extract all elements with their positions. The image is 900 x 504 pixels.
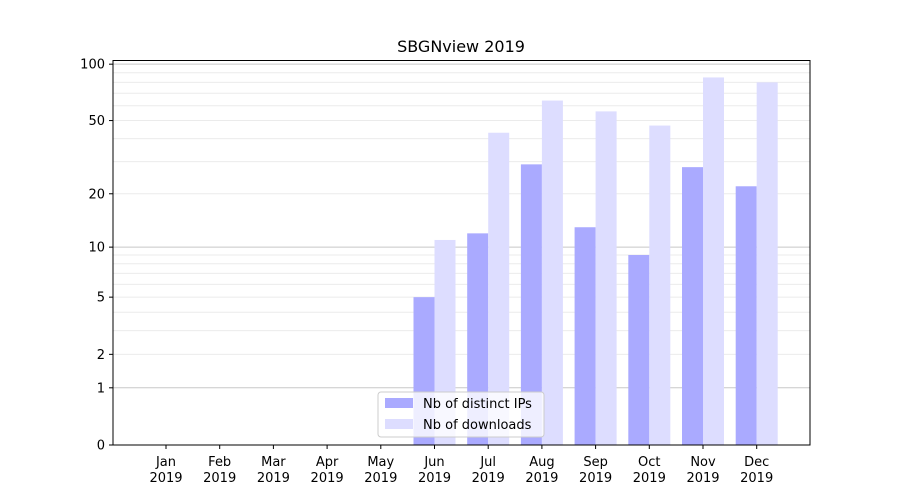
x-tick-label-line: Feb [208, 455, 231, 470]
x-tick-label: Oct 2019 [633, 455, 666, 486]
x-tick-label-line: 2019 [311, 471, 344, 486]
legend-box [377, 391, 545, 438]
y-tick-label: 0 [97, 439, 105, 454]
x-tick-label: May 2019 [364, 455, 397, 486]
x-tick-label-line: Dec [744, 455, 769, 470]
legend-swatch-downloads [385, 419, 413, 429]
x-tick-label-line: 2019 [418, 471, 451, 486]
x-tick-label-line: 2019 [472, 471, 505, 486]
y-axis: 0 1 2 5 10 20 50 100 [80, 58, 113, 454]
y-tick-label: 5 [97, 291, 105, 306]
x-tick-label-line: May [367, 455, 394, 470]
x-tick-label-line: Sep [583, 455, 608, 470]
bar-downloads [488, 132, 510, 445]
x-tick-label-line: 2019 [364, 471, 397, 486]
x-tick-label-line: Nov [690, 455, 716, 470]
x-tick-label-line: 2019 [579, 471, 612, 486]
x-tick-label-line: Jan [155, 455, 176, 470]
x-tick-label: Nov 2019 [686, 455, 719, 486]
x-tick-label-line: Aug [529, 455, 554, 470]
bar-distinct-ips [682, 167, 703, 445]
y-tick-label: 10 [88, 241, 105, 256]
x-tick-label-line: Jul [479, 455, 496, 470]
bar-distinct-ips [628, 255, 650, 445]
y-tick-label: 1 [97, 381, 105, 396]
y-tick-label: 100 [80, 58, 105, 73]
x-tick-label: Sep 2019 [579, 455, 612, 486]
x-tick-label: Jan 2019 [149, 455, 182, 486]
x-tick-label-line: Mar [261, 455, 286, 470]
bars [413, 77, 778, 446]
bar-downloads [595, 111, 617, 445]
x-tick-label: Feb 2019 [203, 455, 236, 486]
x-tick-label-line: Oct [638, 455, 660, 470]
x-tick-label-line: 2019 [740, 471, 773, 486]
legend-label-ips: Nb of distinct IPs [423, 397, 532, 412]
y-tick-label: 2 [97, 348, 105, 363]
plot-frame [112, 60, 811, 446]
y-tick-label: 50 [88, 114, 105, 129]
bar-distinct-ips [574, 227, 596, 445]
x-tick-label: Dec 2019 [740, 455, 773, 486]
x-tick-label-line: Jun [423, 455, 444, 470]
bar-downloads [541, 100, 563, 446]
x-tick-label-line: Apr [316, 455, 339, 470]
legend-label-downloads: Nb of downloads [423, 418, 532, 433]
legend-swatch-ips [385, 398, 413, 408]
x-tick-label: Jul 2019 [472, 455, 505, 486]
y-tick-label: 20 [88, 187, 105, 202]
bar-downloads [703, 77, 724, 445]
bar-distinct-ips [520, 164, 542, 445]
x-tick-label: Aug 2019 [525, 455, 558, 486]
bar-distinct-ips [735, 186, 757, 445]
x-tick-label: Mar 2019 [257, 455, 290, 486]
x-tick-label-line: 2019 [525, 471, 558, 486]
legend: Nb of distinct IPs Nb of downloads [377, 391, 545, 438]
bar-downloads [756, 82, 778, 445]
x-tick-label: Jun 2019 [418, 455, 451, 486]
x-tick-label: Apr 2019 [311, 455, 344, 486]
x-tick-label-line: 2019 [257, 471, 290, 486]
x-tick-label-line: 2019 [149, 471, 182, 486]
x-tick-label-line: 2019 [633, 471, 666, 486]
x-tick-label-line: 2019 [203, 471, 236, 486]
x-tick-label-line: 2019 [686, 471, 719, 486]
chart-title: SBGNview 2019 [397, 37, 525, 56]
bar-downloads [649, 125, 671, 446]
